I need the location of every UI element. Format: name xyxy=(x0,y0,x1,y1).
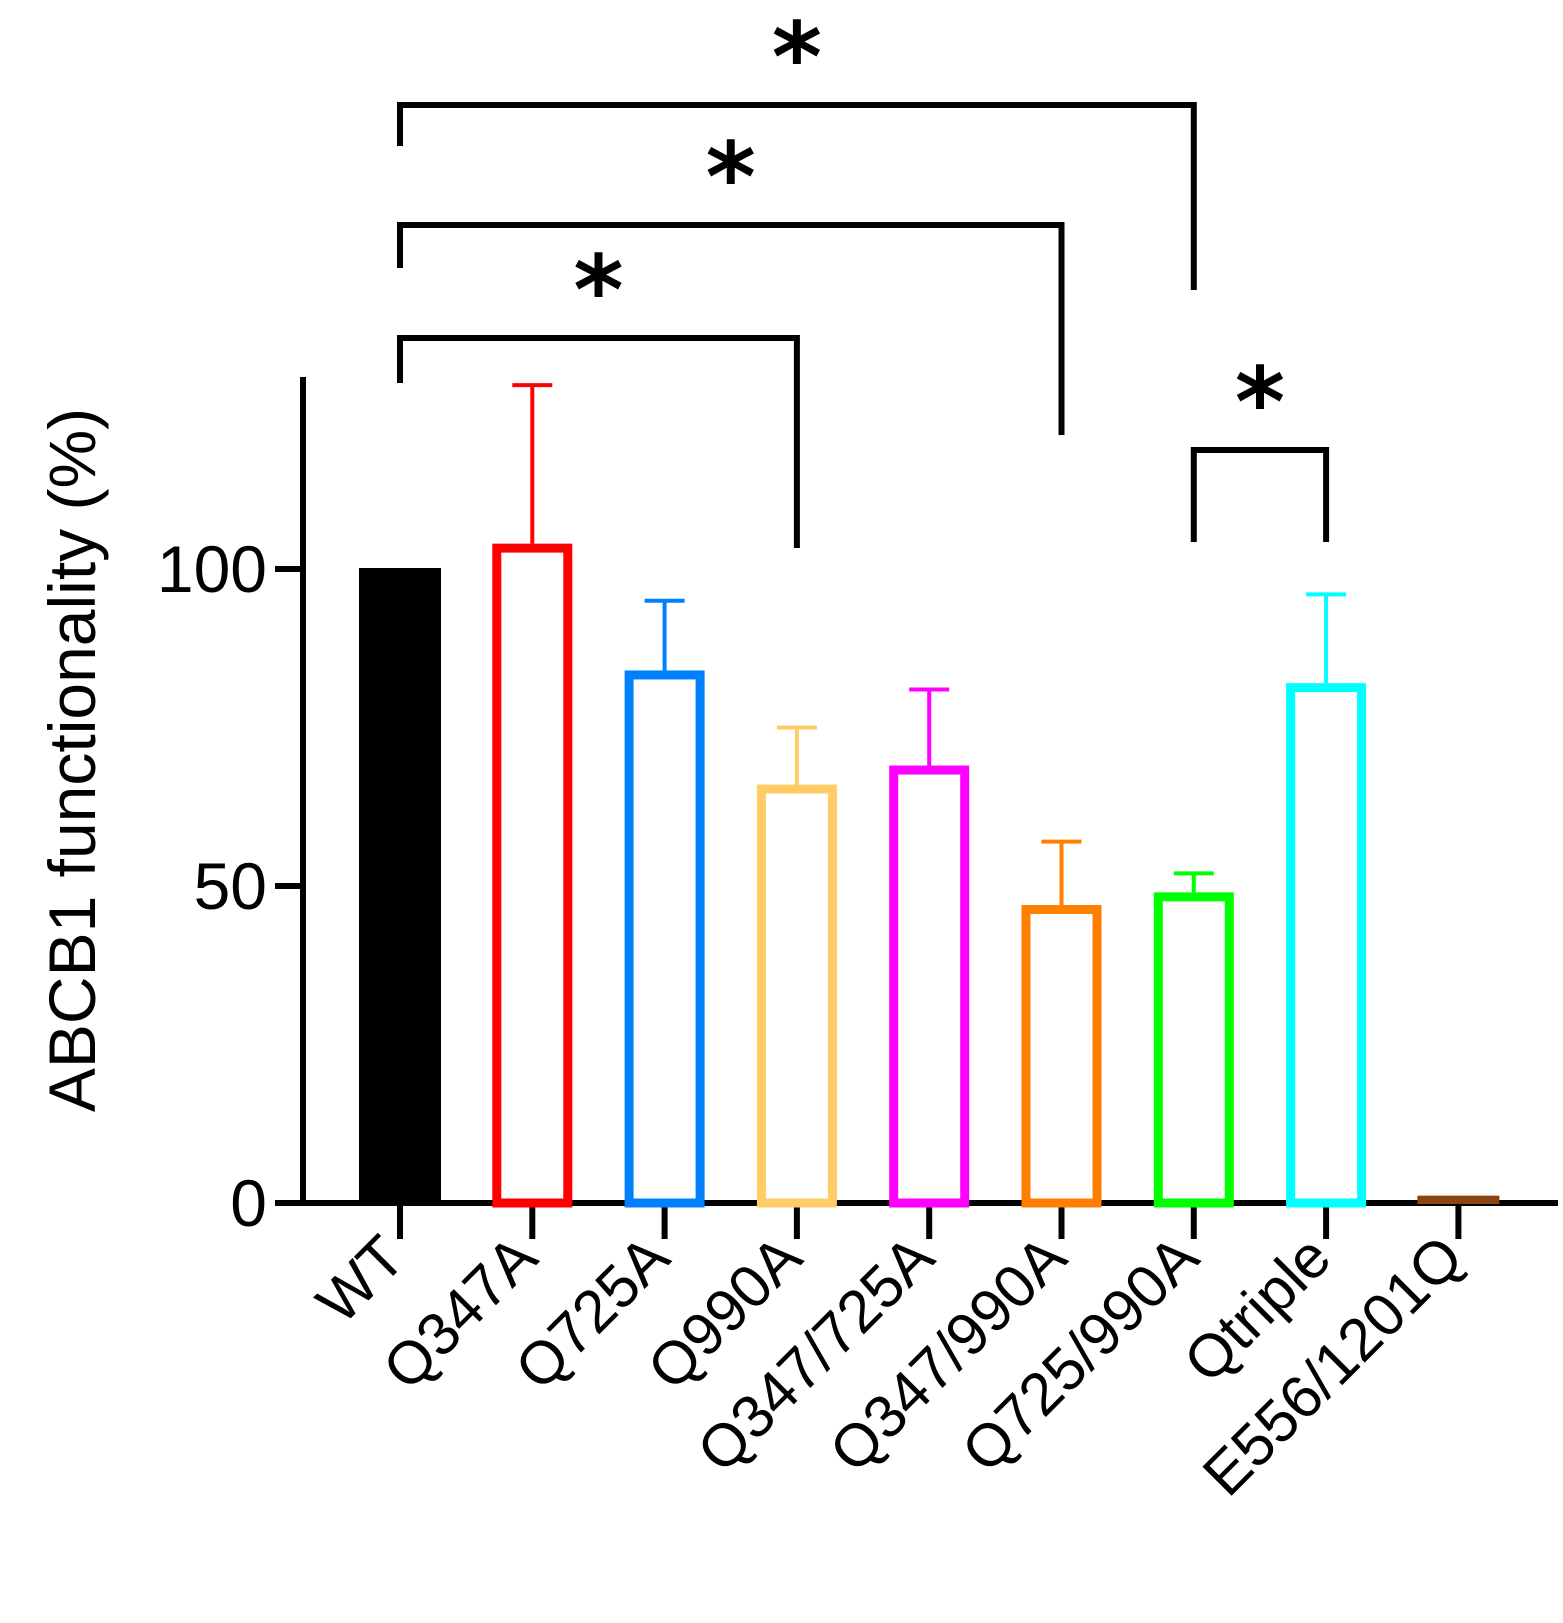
significance-star: * xyxy=(1235,347,1285,459)
error-bars xyxy=(512,383,1347,906)
significance-bracket xyxy=(397,335,800,548)
significance-star: * xyxy=(573,235,623,347)
significance-bracket xyxy=(397,222,1065,435)
x-tick-label-WT: WT xyxy=(304,1223,417,1336)
bar-Q347A xyxy=(492,543,573,1208)
significance-bracket xyxy=(1190,447,1330,542)
y-axis-label: ABCB1 functionality (%) xyxy=(35,408,109,1112)
significance-bracket xyxy=(397,102,1197,290)
bar-Q990A xyxy=(756,784,837,1208)
bars xyxy=(359,543,1500,1208)
significance-star: * xyxy=(706,122,756,234)
y-tick-label: 100 xyxy=(157,532,267,606)
bar-Q347/990A xyxy=(1021,905,1102,1208)
bar-WT xyxy=(359,568,441,1204)
bar-Q725/990A xyxy=(1153,892,1234,1208)
bar-Qtriple xyxy=(1286,683,1367,1208)
significance-star: * xyxy=(772,2,822,114)
y-tick-label: 50 xyxy=(194,849,267,923)
significance-brackets: **** xyxy=(397,2,1330,548)
bar-Q725A xyxy=(624,670,705,1208)
y-tick-label: 0 xyxy=(230,1166,267,1240)
bar-E556/1201Q xyxy=(1417,1195,1500,1205)
bar-Q347/725A xyxy=(889,765,970,1208)
